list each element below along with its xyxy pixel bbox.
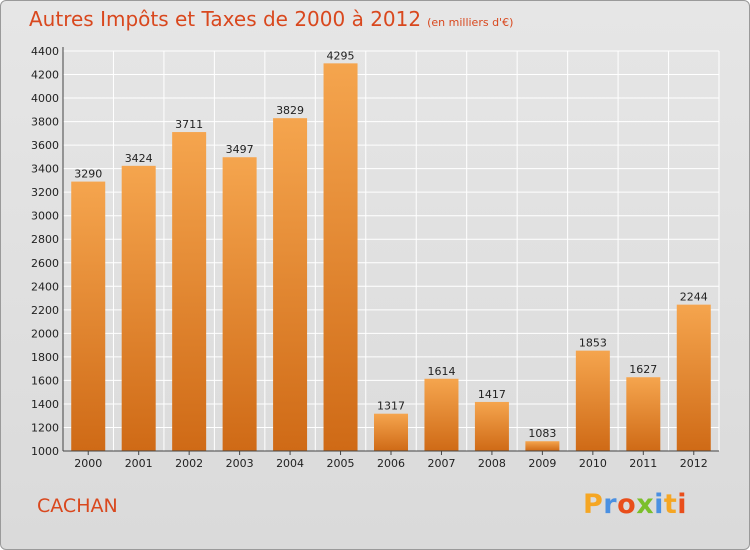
bar-value-label: 3711 xyxy=(175,118,203,131)
y-tick-label: 2400 xyxy=(31,280,59,293)
bar-value-label: 1317 xyxy=(377,400,405,413)
y-tick-label: 4400 xyxy=(31,45,59,58)
logo-letter: i xyxy=(654,489,664,520)
proxiti-logo[interactable]: Proxiti xyxy=(583,489,687,520)
bar[interactable] xyxy=(121,165,156,451)
bar[interactable] xyxy=(474,401,509,451)
x-tick-label: 2002 xyxy=(175,457,203,470)
x-tick-label: 2000 xyxy=(74,457,102,470)
unit-label: (en milliers d'€) xyxy=(427,16,514,29)
logo-letter: o xyxy=(617,489,637,520)
y-tick-label: 1400 xyxy=(31,398,59,411)
bar-value-label: 1417 xyxy=(478,388,506,401)
bar[interactable] xyxy=(222,157,257,451)
bar[interactable] xyxy=(575,350,610,451)
commune-name: CACHAN xyxy=(37,495,118,517)
bar-value-label: 1853 xyxy=(579,337,607,350)
y-tick-label: 1600 xyxy=(31,374,59,387)
bar[interactable] xyxy=(71,181,106,451)
logo-letter: t xyxy=(663,489,678,520)
bar[interactable] xyxy=(323,63,358,452)
bar-value-label: 3290 xyxy=(74,168,102,181)
logo-letter: x xyxy=(636,489,655,520)
bar[interactable] xyxy=(424,378,459,451)
x-tick-label: 2001 xyxy=(125,457,153,470)
bar-value-label: 3829 xyxy=(276,104,304,117)
bar-value-label: 3497 xyxy=(226,143,254,156)
bar[interactable] xyxy=(676,304,711,451)
y-tick-label: 3400 xyxy=(31,163,59,176)
y-tick-label: 3200 xyxy=(31,186,59,199)
y-tick-label: 1800 xyxy=(31,351,59,364)
x-tick-label: 2010 xyxy=(579,457,607,470)
x-tick-label: 2004 xyxy=(276,457,304,470)
x-tick-label: 2011 xyxy=(629,457,657,470)
y-tick-label: 4200 xyxy=(31,69,59,82)
bar-value-label: 1083 xyxy=(528,427,556,440)
bar[interactable] xyxy=(626,377,661,451)
bar-value-label: 4295 xyxy=(327,49,355,62)
bar[interactable] xyxy=(525,441,560,451)
y-tick-label: 2000 xyxy=(31,327,59,340)
y-tick-label: 4000 xyxy=(31,92,59,105)
title-text: Autres Impôts et Taxes de 2000 à 2012 xyxy=(29,7,422,31)
bar-value-label: 1614 xyxy=(427,365,455,378)
bar[interactable] xyxy=(172,132,207,451)
bar-value-label: 1627 xyxy=(629,363,657,376)
bar[interactable] xyxy=(374,413,408,451)
x-tick-label: 2008 xyxy=(478,457,506,470)
bar[interactable] xyxy=(273,118,308,452)
x-tick-label: 2003 xyxy=(226,457,254,470)
x-tick-label: 2007 xyxy=(427,457,455,470)
x-tick-label: 2006 xyxy=(377,457,405,470)
y-tick-label: 3600 xyxy=(31,139,59,152)
y-tick-label: 2800 xyxy=(31,233,59,246)
y-tick-label: 2600 xyxy=(31,257,59,270)
y-tick-label: 1000 xyxy=(31,445,59,458)
logo-letter: P xyxy=(583,489,604,520)
x-tick-label: 2009 xyxy=(528,457,556,470)
x-tick-label: 2012 xyxy=(680,457,708,470)
logo-letter: i xyxy=(677,489,688,520)
bar-value-label: 2244 xyxy=(680,291,708,304)
logo-letter: r xyxy=(603,489,618,520)
x-tick-label: 2005 xyxy=(327,457,355,470)
chart-title: Autres Impôts et Taxes de 2000 à 2012 (en… xyxy=(29,7,513,31)
bar-value-label: 3424 xyxy=(125,152,153,165)
y-tick-label: 3800 xyxy=(31,116,59,129)
y-tick-label: 1200 xyxy=(31,421,59,434)
y-tick-label: 2200 xyxy=(31,304,59,317)
y-tick-label: 3000 xyxy=(31,210,59,223)
